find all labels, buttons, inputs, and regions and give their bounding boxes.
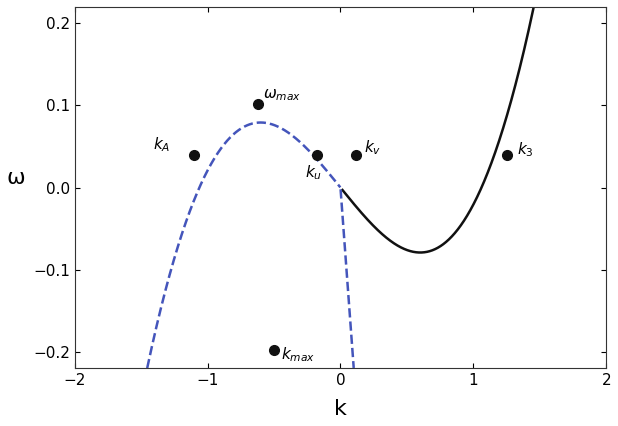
Text: $k_A$: $k_A$ — [153, 135, 171, 154]
Text: $\omega_{max}$: $\omega_{max}$ — [263, 88, 302, 104]
Text: $k_u$: $k_u$ — [305, 164, 323, 182]
Y-axis label: ω: ω — [7, 167, 25, 187]
X-axis label: k: k — [334, 399, 347, 419]
Text: $k_{max}$: $k_{max}$ — [281, 345, 315, 364]
Text: $k_3$: $k_3$ — [517, 141, 534, 159]
Text: $k_v$: $k_v$ — [365, 139, 382, 158]
